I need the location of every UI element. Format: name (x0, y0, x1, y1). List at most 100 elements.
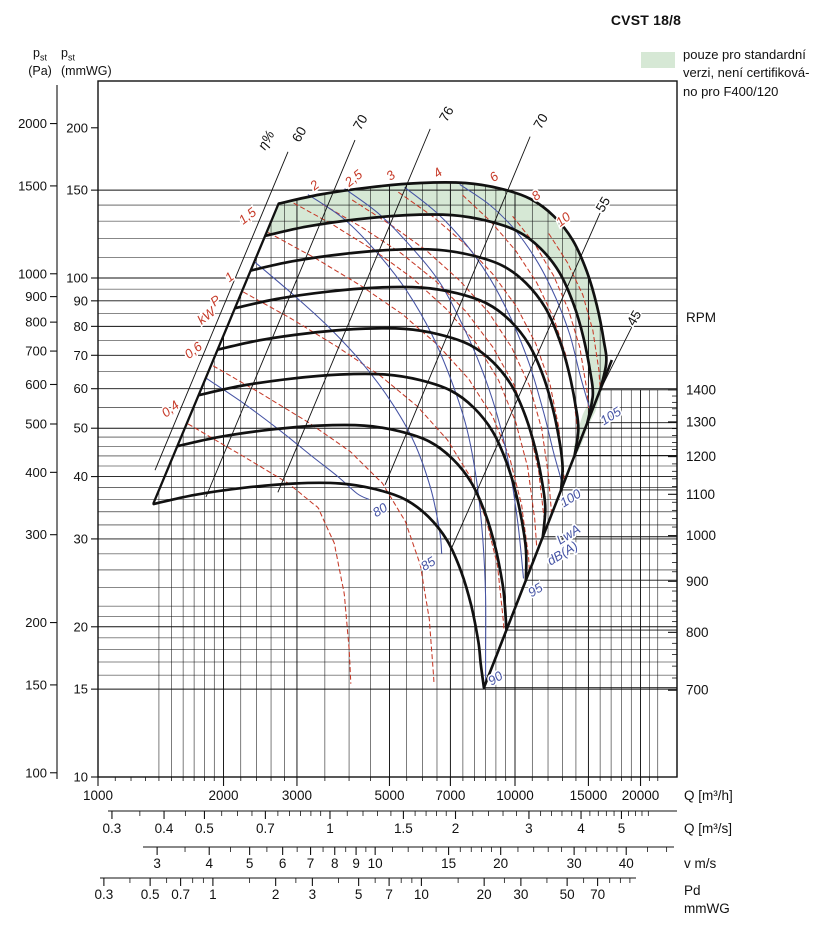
rpm-extension-lines (482, 389, 677, 689)
svg-text:70: 70 (74, 348, 88, 363)
svg-text:1,5: 1,5 (236, 204, 260, 227)
svg-text:5: 5 (618, 821, 626, 836)
axis-v-ms: 3 4 5 6 7 8 9 10 15 20 30 40 v m/s (143, 846, 716, 871)
svg-text:6: 6 (486, 168, 502, 185)
svg-text:6: 6 (279, 856, 287, 871)
svg-text:1000: 1000 (686, 528, 716, 543)
page-title: CVST 18/8 (610, 12, 682, 28)
svg-text:15000: 15000 (570, 788, 608, 803)
svg-text:2: 2 (306, 177, 322, 194)
svg-text:15: 15 (441, 856, 456, 871)
svg-text:85: 85 (418, 553, 439, 574)
envelope-boundaries (152, 202, 614, 687)
svg-text:1100: 1100 (686, 487, 715, 502)
svg-text:20: 20 (477, 887, 492, 902)
noise-curves (205, 183, 592, 681)
svg-text:90: 90 (74, 293, 88, 308)
svg-text:RPM: RPM (686, 310, 716, 325)
svg-text:150: 150 (25, 677, 47, 692)
svg-text:2000: 2000 (209, 788, 239, 803)
svg-text:0.3: 0.3 (94, 887, 113, 902)
svg-text:600: 600 (25, 377, 47, 392)
svg-text:80: 80 (74, 319, 88, 334)
svg-text:95: 95 (525, 579, 546, 600)
svg-text:0.3: 0.3 (103, 821, 122, 836)
svg-text:7: 7 (307, 856, 315, 871)
svg-text:90: 90 (485, 668, 506, 689)
svg-text:30: 30 (513, 887, 528, 902)
svg-text:v m/s: v m/s (684, 856, 716, 871)
svg-text:0.5: 0.5 (141, 887, 160, 902)
svg-text:20: 20 (493, 856, 508, 871)
axis-pa: 100 150 200 300 400 500 600 700 800 900 1000 1500 20… (18, 85, 58, 780)
svg-text:2000: 2000 (18, 116, 47, 131)
svg-text:45: 45 (624, 308, 645, 329)
svg-text:50: 50 (560, 887, 575, 902)
svg-text:7000: 7000 (435, 788, 465, 803)
svg-text:20: 20 (74, 619, 88, 634)
svg-text:2: 2 (272, 887, 280, 902)
svg-text:70: 70 (531, 111, 552, 132)
svg-text:30: 30 (567, 856, 582, 871)
svg-text:10000: 10000 (496, 788, 534, 803)
legend-swatch (641, 52, 675, 68)
power-curves (187, 191, 601, 684)
svg-text:900: 900 (25, 289, 47, 304)
svg-text:4: 4 (205, 856, 213, 871)
svg-text:200: 200 (25, 615, 47, 630)
axis-header-pa: pst (Pa) (28, 46, 52, 78)
svg-text:10: 10 (368, 856, 383, 871)
svg-text:4: 4 (430, 164, 445, 180)
svg-text:1500: 1500 (18, 178, 47, 193)
svg-text:2: 2 (452, 821, 460, 836)
svg-text:700: 700 (25, 344, 47, 359)
svg-text:3: 3 (309, 887, 317, 902)
axis-mmwg: 10 15 20 30 40 50 60 70 80 90 100 150 200 (66, 120, 98, 785)
legend-line: verzi, není certifiková- (683, 65, 810, 81)
svg-text:200: 200 (66, 120, 88, 135)
axis-rpm: 700 800 900 1000 1100 1200 1300 1400 RPM (668, 310, 716, 777)
svg-text:7: 7 (385, 887, 393, 902)
svg-text:60: 60 (74, 381, 88, 396)
svg-text:70: 70 (590, 887, 605, 902)
svg-text:5000: 5000 (374, 788, 404, 803)
svg-text:100: 100 (66, 271, 88, 286)
svg-text:0.5: 0.5 (195, 821, 214, 836)
svg-text:1200: 1200 (686, 449, 716, 464)
svg-text:Pd: Pd (684, 883, 701, 898)
svg-text:10: 10 (414, 887, 429, 902)
svg-text:40: 40 (619, 856, 634, 871)
svg-text:20000: 20000 (622, 788, 660, 803)
svg-text:3: 3 (383, 167, 399, 184)
svg-text:3000: 3000 (282, 788, 312, 803)
svg-text:55: 55 (593, 194, 614, 215)
svg-text:400: 400 (25, 465, 47, 480)
svg-text:700: 700 (686, 683, 709, 698)
svg-text:105: 105 (597, 403, 624, 428)
svg-text:30: 30 (74, 531, 88, 546)
svg-text:800: 800 (25, 315, 47, 330)
svg-text:3: 3 (153, 856, 161, 871)
axis-header-mmwg: pst (mmWG) (61, 46, 112, 78)
svg-text:1000: 1000 (83, 788, 113, 803)
svg-text:900: 900 (686, 574, 709, 589)
svg-text:80: 80 (370, 499, 391, 520)
svg-text:9: 9 (352, 856, 360, 871)
svg-text:2,5: 2,5 (341, 166, 366, 190)
svg-text:60: 60 (289, 124, 310, 145)
svg-text:η%: η% (255, 128, 278, 152)
axis-pd: 0.3 0.5 0.7 1 2 3 5 7 10 20 30 50 70 Pd mmWG (94, 877, 730, 916)
svg-text:76: 76 (436, 104, 457, 125)
svg-text:Q [m³/h]: Q [m³/h] (684, 788, 733, 803)
svg-text:300: 300 (25, 527, 47, 542)
svg-text:3: 3 (525, 821, 533, 836)
svg-text:15: 15 (74, 682, 88, 697)
svg-text:1000: 1000 (18, 266, 47, 281)
svg-text:10: 10 (74, 770, 88, 785)
svg-text:8: 8 (331, 856, 339, 871)
svg-text:4: 4 (577, 821, 585, 836)
svg-text:70: 70 (350, 112, 371, 133)
legend-text: pouze pro standardní verzi, není certifi… (683, 46, 833, 101)
